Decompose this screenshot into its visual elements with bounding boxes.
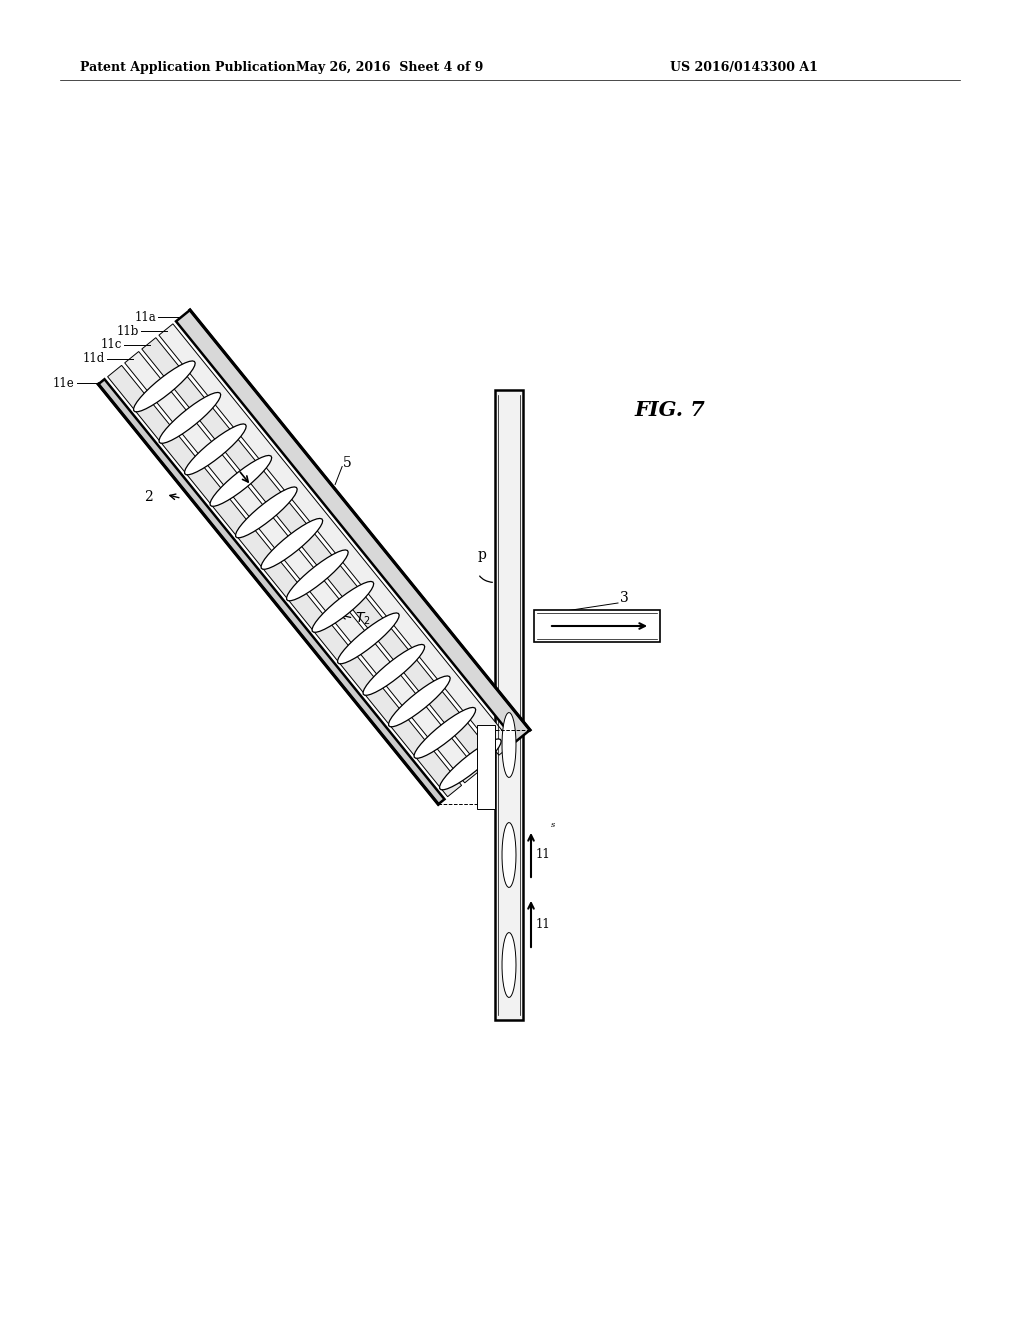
Polygon shape: [210, 455, 271, 507]
Polygon shape: [502, 932, 516, 998]
Polygon shape: [98, 379, 444, 804]
Text: FIG. 7: FIG. 7: [635, 400, 706, 420]
Polygon shape: [287, 550, 348, 601]
Polygon shape: [439, 739, 501, 789]
Text: 11e: 11e: [53, 376, 75, 389]
Polygon shape: [159, 323, 513, 755]
Polygon shape: [176, 310, 530, 742]
Polygon shape: [388, 676, 451, 727]
Polygon shape: [338, 612, 399, 664]
Polygon shape: [261, 519, 323, 569]
Polygon shape: [133, 360, 196, 412]
Text: 11b: 11b: [117, 325, 139, 338]
Polygon shape: [364, 644, 425, 696]
Text: Patent Application Publication: Patent Application Publication: [80, 62, 296, 74]
Text: 11: 11: [536, 849, 551, 862]
Polygon shape: [184, 424, 246, 475]
Bar: [495, 389, 523, 1020]
Text: 5: 5: [343, 455, 352, 470]
Text: May 26, 2016  Sheet 4 of 9: May 26, 2016 Sheet 4 of 9: [296, 62, 483, 74]
Text: 3: 3: [620, 591, 629, 605]
Text: p: p: [477, 548, 486, 562]
Polygon shape: [312, 581, 374, 632]
Text: US 2016/0143300 A1: US 2016/0143300 A1: [670, 62, 818, 74]
Text: $T_2$: $T_2$: [355, 611, 371, 627]
Text: 2: 2: [144, 490, 153, 504]
Text: 11a: 11a: [134, 310, 157, 323]
Polygon shape: [414, 708, 476, 758]
Text: s: s: [551, 821, 555, 829]
Polygon shape: [236, 487, 297, 537]
Polygon shape: [159, 392, 221, 444]
Bar: [477, 725, 495, 809]
Polygon shape: [502, 713, 516, 777]
Polygon shape: [502, 822, 516, 887]
Polygon shape: [108, 366, 462, 797]
Polygon shape: [125, 351, 478, 783]
Text: 11d: 11d: [83, 352, 105, 366]
Polygon shape: [141, 338, 496, 770]
Text: 11: 11: [536, 917, 551, 931]
Text: 11c: 11c: [100, 338, 122, 351]
Bar: [534, 610, 660, 642]
